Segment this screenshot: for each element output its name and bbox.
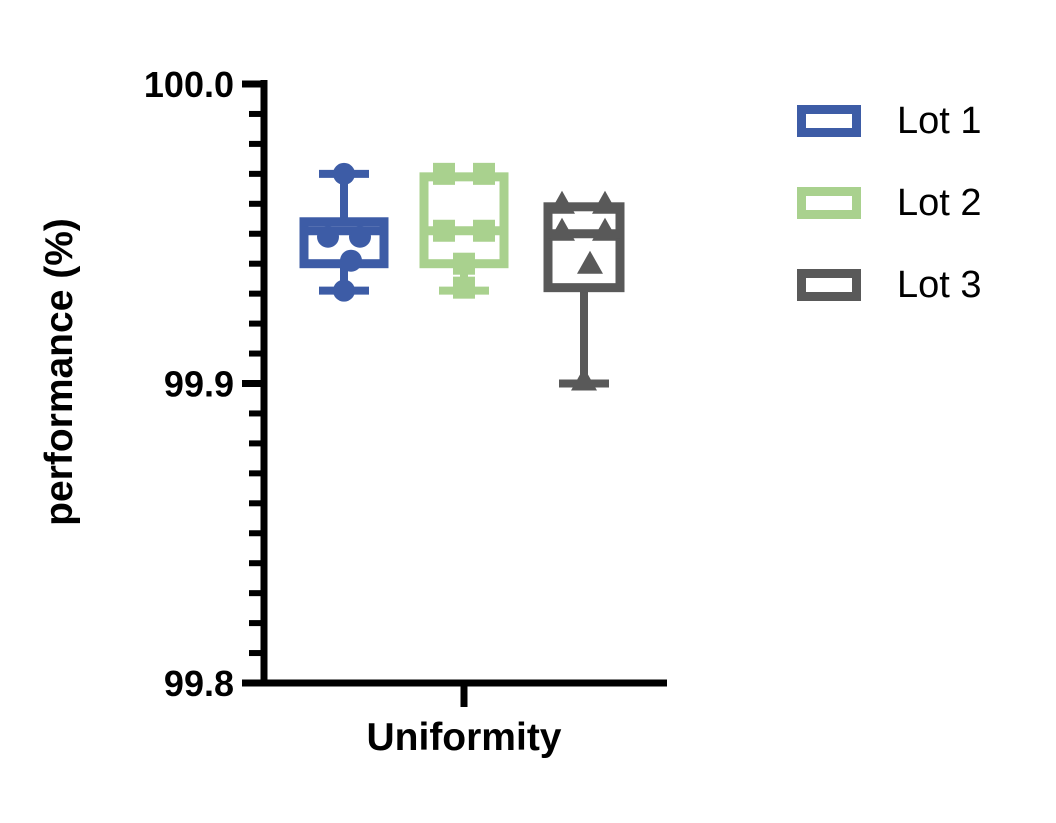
legend-swatch-lot3 [797, 269, 861, 301]
data-point-triangle [592, 217, 618, 241]
y-tick-label: 99.8 [164, 663, 234, 704]
legend-item-lot3: Lot 3 [797, 266, 982, 304]
data-point-square [473, 219, 495, 242]
data-point-square [433, 162, 455, 185]
data-point-circle [333, 279, 355, 302]
legend-item-lot1: Lot 1 [797, 102, 982, 140]
legend-swatch-lot1 [797, 105, 861, 137]
data-point-square [433, 219, 455, 242]
data-point-circle [317, 225, 339, 248]
legend-label-lot1: Lot 1 [897, 100, 982, 142]
legend-label-lot3: Lot 3 [897, 264, 982, 306]
y-tick-label: 99.9 [164, 364, 234, 405]
data-point-circle [349, 225, 371, 248]
data-point-triangle [592, 190, 618, 214]
legend-item-lot2: Lot 2 [797, 184, 982, 222]
data-point-square [453, 276, 475, 299]
legend: Lot 1 Lot 2 Lot 3 [797, 102, 982, 304]
data-point-triangle [549, 217, 575, 241]
box-series-1 [299, 162, 389, 302]
data-point-circle [340, 249, 362, 272]
data-point-triangle [549, 190, 575, 214]
data-point-square [473, 162, 495, 185]
box-series-2 [419, 162, 509, 299]
x-axis-label: Uniformity [367, 716, 562, 759]
y-tick-label: 100.0 [144, 64, 234, 105]
data-point-circle [333, 162, 355, 185]
data-point-triangle [571, 367, 597, 391]
box-series-3 [543, 190, 625, 391]
box [543, 202, 625, 293]
legend-swatch-lot2 [797, 187, 861, 219]
data-point-square [453, 252, 475, 275]
legend-label-lot2: Lot 2 [897, 182, 982, 224]
y-axis-label: performance (%) [38, 218, 81, 526]
data-point-triangle [577, 250, 603, 274]
